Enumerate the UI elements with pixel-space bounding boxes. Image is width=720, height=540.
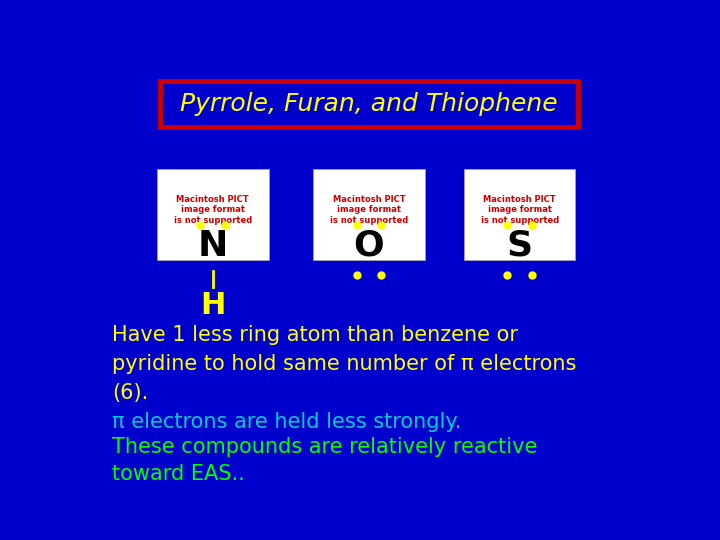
Text: pyridine to hold same number of π electrons: pyridine to hold same number of π electr… (112, 354, 577, 374)
Text: These compounds are relatively reactive: These compounds are relatively reactive (112, 437, 538, 457)
Text: Pyrrole, Furan, and Thiophene: Pyrrole, Furan, and Thiophene (180, 92, 558, 116)
Text: S: S (507, 228, 533, 262)
Text: N: N (197, 228, 228, 262)
Text: Have 1 less ring atom than benzene or: Have 1 less ring atom than benzene or (112, 325, 518, 345)
Text: Macintosh PICT
image format
is not supported: Macintosh PICT image format is not suppo… (480, 195, 559, 225)
FancyBboxPatch shape (160, 82, 578, 127)
Text: (6).: (6). (112, 383, 148, 403)
Text: π electrons are held less strongly.: π electrons are held less strongly. (112, 412, 462, 432)
Bar (464, 168, 575, 260)
Text: H: H (200, 292, 225, 320)
Bar (313, 168, 425, 260)
Text: Macintosh PICT
image format
is not supported: Macintosh PICT image format is not suppo… (330, 195, 408, 225)
Bar (157, 168, 269, 260)
Text: O: O (354, 228, 384, 262)
Text: Macintosh PICT
image format
is not supported: Macintosh PICT image format is not suppo… (174, 195, 252, 225)
Text: toward EAS..: toward EAS.. (112, 464, 245, 484)
